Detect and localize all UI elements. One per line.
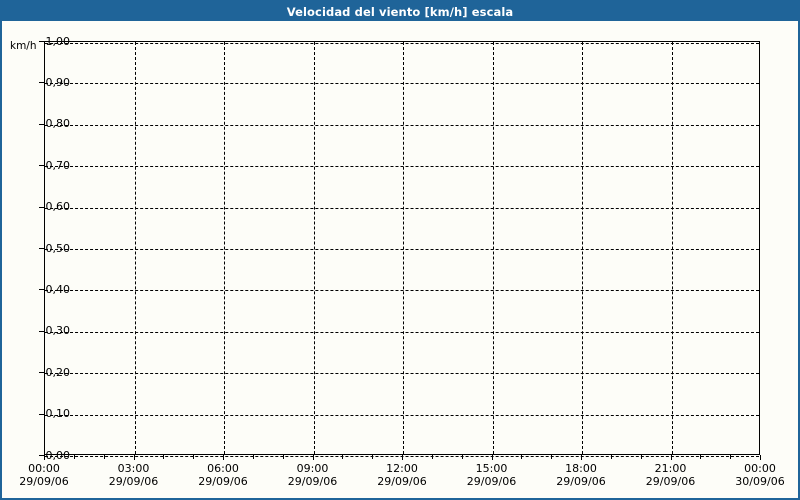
x-axis-tick-label: 21:00 29/09/06 (646, 462, 695, 488)
x-axis-tick-label: 09:00 29/09/06 (288, 462, 337, 488)
gridline-horizontal (45, 42, 759, 44)
x-axis-tick-time: 12:00 (386, 462, 418, 475)
y-axis-tick-label: 0,20 (45, 365, 71, 379)
x-axis-tick (133, 455, 135, 460)
y-axis-tick-label: 0,10 (45, 407, 71, 421)
x-axis-tick-date: 29/09/06 (466, 475, 517, 488)
x-axis-tick-date: 29/09/06 (377, 475, 427, 488)
x-axis-tick-time: 00:00 (744, 462, 776, 475)
x-axis-tick (402, 455, 403, 460)
y-axis-tick (39, 289, 44, 291)
x-axis-minor-tick (282, 455, 284, 459)
x-axis-minor-tick (551, 455, 553, 459)
x-axis-tick-time: 15:00 (475, 462, 508, 475)
y-axis-tick-label: 0,80 (45, 117, 71, 131)
x-axis-minor-tick (103, 455, 105, 459)
gridline-horizontal (45, 373, 759, 375)
gridline-vertical (582, 42, 583, 454)
x-axis-tick-label: 00:00 29/09/06 (19, 462, 68, 488)
gridline-vertical (224, 42, 225, 454)
x-axis-minor-tick (730, 455, 732, 459)
x-axis-tick-time: 21:00 (654, 462, 687, 475)
x-axis-minor-tick (521, 455, 523, 459)
y-axis-tick (39, 123, 44, 125)
x-axis-minor-tick (372, 455, 374, 459)
x-axis-tick (44, 455, 45, 460)
gridline-vertical (403, 42, 404, 454)
gridline-horizontal (45, 331, 759, 333)
x-axis-tick-date: 29/09/06 (556, 475, 606, 488)
y-axis-tick-label: 0,30 (45, 324, 71, 338)
x-axis-tick-label: 15:00 29/09/06 (467, 462, 516, 488)
x-axis-minor-tick (461, 455, 463, 459)
x-axis-tick-time: 00:00 (28, 462, 60, 475)
gridline-horizontal (45, 83, 759, 85)
y-axis-tick (39, 206, 44, 208)
y-axis-tick-label: 0,40 (45, 282, 71, 296)
x-axis-tick-label: 03:00 29/09/06 (109, 462, 158, 488)
x-axis-tick-date: 29/09/06 (108, 475, 159, 488)
y-axis-tick (39, 165, 44, 167)
y-axis-tick (39, 455, 44, 456)
x-axis-minor-tick (610, 455, 612, 459)
x-axis-tick-date: 29/09/06 (19, 475, 69, 488)
y-axis-tick-label: 0,70 (45, 158, 71, 172)
plot-area (44, 41, 760, 457)
x-axis-minor-tick (163, 455, 165, 459)
x-axis-tick-label: 06:00 29/09/06 (198, 462, 247, 488)
x-axis-tick-label: 12:00 29/09/06 (377, 462, 426, 488)
y-axis-tick (39, 82, 44, 84)
gridline-vertical (492, 42, 494, 454)
y-axis-tick-label: 0,90 (45, 75, 71, 89)
x-axis-tick-date: 30/09/06 (735, 475, 785, 488)
y-axis-tick-label: 0,60 (45, 200, 71, 214)
x-axis-tick-date: 29/09/06 (198, 475, 248, 488)
window-title-bar: Velocidad del viento [km/h] escala (2, 2, 798, 21)
y-axis-tick (39, 248, 44, 249)
x-axis-tick (581, 455, 582, 460)
x-axis-minor-tick (700, 455, 702, 459)
x-axis-tick-time: 18:00 (565, 462, 597, 475)
y-axis-tick-label: 1,00 (45, 34, 71, 48)
gridline-horizontal (45, 124, 759, 126)
y-axis-tick (39, 330, 44, 332)
x-axis-tick (312, 455, 314, 460)
gridline-horizontal (45, 290, 759, 292)
gridline-horizontal (45, 414, 759, 416)
chart-canvas: km/h 0,00 0,10 0,20 0,30 0,40 0,50 0,60 0,70 0,8… (2, 21, 798, 498)
x-axis-minor-tick (252, 455, 254, 459)
x-axis-tick-time: 03:00 (117, 462, 150, 475)
x-axis-tick-date: 29/09/06 (645, 475, 696, 488)
x-axis-tick-time: 09:00 (296, 462, 329, 475)
x-axis-minor-tick (193, 455, 195, 459)
x-axis-minor-tick (73, 455, 75, 459)
x-axis-tick-date: 29/09/06 (287, 475, 338, 488)
gridline-vertical (313, 42, 315, 454)
gridline-vertical (134, 42, 136, 454)
y-axis-tick (39, 41, 44, 42)
x-axis-minor-tick (342, 455, 344, 459)
y-axis-tick-label: 0,50 (45, 241, 71, 255)
y-axis-tick (39, 413, 44, 415)
x-axis-tick-time: 06:00 (207, 462, 239, 475)
gridline-horizontal (45, 249, 759, 250)
gridline-horizontal (45, 166, 759, 168)
gridline-vertical (671, 42, 673, 454)
x-axis-tick (223, 455, 224, 460)
x-axis-minor-tick (640, 455, 642, 459)
x-axis-tick (670, 455, 672, 460)
page-title: Velocidad del viento [km/h] escala (286, 4, 514, 19)
x-axis-tick-label: 00:00 30/09/06 (735, 462, 784, 488)
x-axis-tick (491, 455, 493, 460)
y-axis-unit-label: km/h (10, 40, 37, 52)
x-axis-minor-tick (431, 455, 433, 459)
x-axis-tick-label: 18:00 29/09/06 (556, 462, 605, 488)
y-axis-tick-label: 0,00 (45, 448, 71, 462)
x-axis-tick (760, 455, 761, 460)
y-axis-tick (39, 372, 44, 374)
gridline-horizontal (45, 207, 759, 209)
